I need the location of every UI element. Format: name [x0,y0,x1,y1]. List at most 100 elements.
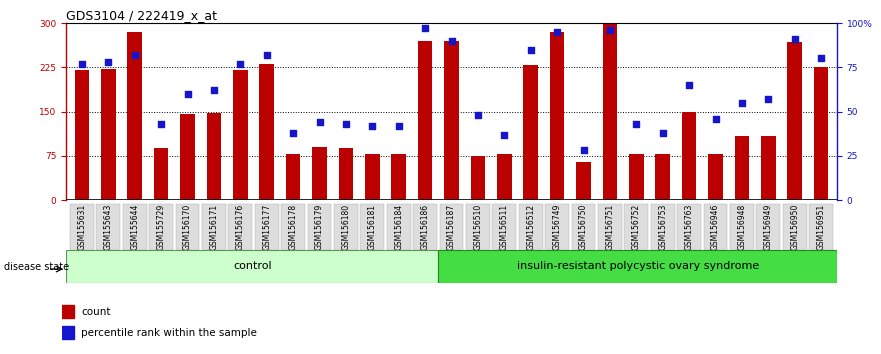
Text: GSM156176: GSM156176 [236,204,245,250]
Bar [814,67,828,200]
Point [629,121,643,127]
Bar [338,148,353,200]
FancyBboxPatch shape [66,250,439,283]
FancyBboxPatch shape [466,204,490,250]
Text: GSM156187: GSM156187 [447,204,456,250]
Bar [655,154,670,200]
Text: insulin-resistant polycystic ovary syndrome: insulin-resistant polycystic ovary syndr… [516,261,759,272]
Text: GSM156510: GSM156510 [473,204,483,250]
Text: GSM156751: GSM156751 [605,204,614,250]
Text: GSM156179: GSM156179 [315,204,324,250]
FancyBboxPatch shape [70,204,93,250]
FancyBboxPatch shape [149,204,173,250]
FancyBboxPatch shape [492,204,516,250]
Text: GSM156181: GSM156181 [367,204,377,250]
Bar [101,69,115,200]
Point [101,59,115,65]
Text: GSM155643: GSM155643 [104,204,113,250]
Bar [154,148,168,200]
Bar [523,65,538,200]
FancyBboxPatch shape [122,204,146,250]
Point [392,123,406,129]
Bar [603,24,618,200]
Point [523,47,537,52]
FancyBboxPatch shape [96,204,120,250]
Point [339,121,353,127]
FancyBboxPatch shape [307,204,331,250]
FancyBboxPatch shape [387,204,411,250]
FancyBboxPatch shape [783,204,807,250]
Point [814,56,828,61]
FancyBboxPatch shape [598,204,622,250]
FancyBboxPatch shape [413,204,437,250]
Text: GSM156752: GSM156752 [632,204,640,250]
Point [181,91,195,97]
FancyBboxPatch shape [545,204,569,250]
Point [260,52,274,58]
Bar [128,32,142,200]
Point [128,52,142,58]
Text: GSM156186: GSM156186 [420,204,430,250]
Text: GSM156512: GSM156512 [526,204,536,250]
Text: GSM156763: GSM156763 [685,204,693,250]
Bar [312,147,327,200]
FancyBboxPatch shape [202,204,226,250]
Point [708,116,722,121]
Text: GSM155631: GSM155631 [78,204,86,250]
FancyBboxPatch shape [255,204,278,250]
Text: GSM155729: GSM155729 [157,204,166,250]
Text: GSM156951: GSM156951 [817,204,825,250]
Bar [497,154,512,200]
Bar [418,41,433,200]
Bar [708,154,722,200]
Text: GSM156950: GSM156950 [790,204,799,250]
Point [233,61,248,67]
Point [682,82,696,88]
Point [497,132,511,137]
Bar [576,162,591,200]
Text: GSM156948: GSM156948 [737,204,746,250]
Point [576,148,590,153]
Text: GSM156171: GSM156171 [210,204,218,250]
FancyBboxPatch shape [677,204,701,250]
Point [761,96,775,102]
FancyBboxPatch shape [757,204,781,250]
Bar [75,70,89,200]
FancyBboxPatch shape [439,250,837,283]
Bar [207,113,221,200]
Text: GSM156949: GSM156949 [764,204,773,250]
FancyBboxPatch shape [334,204,358,250]
FancyBboxPatch shape [281,204,305,250]
Text: count: count [81,307,111,317]
Point [207,87,221,93]
Bar [285,154,300,200]
Point [366,123,380,129]
Bar [444,41,459,200]
Bar [735,136,749,200]
Text: GSM156170: GSM156170 [183,204,192,250]
Text: GSM156946: GSM156946 [711,204,720,250]
Bar [470,156,485,200]
Point [788,36,802,42]
Bar [62,326,74,339]
Text: GSM156511: GSM156511 [500,204,509,250]
Bar [391,154,406,200]
Bar [365,154,380,200]
Text: GSM156750: GSM156750 [579,204,588,250]
FancyBboxPatch shape [730,204,754,250]
Point [470,112,485,118]
Text: disease state: disease state [4,262,70,272]
Point [154,121,168,127]
Text: GSM156180: GSM156180 [342,204,351,250]
FancyBboxPatch shape [519,204,543,250]
Text: GSM156178: GSM156178 [289,204,298,250]
Bar [761,136,775,200]
Bar [629,154,644,200]
Text: GSM156184: GSM156184 [394,204,403,250]
Point [286,130,300,136]
Point [75,61,89,67]
Text: GSM155644: GSM155644 [130,204,139,250]
Text: GSM156749: GSM156749 [552,204,561,250]
FancyBboxPatch shape [572,204,596,250]
Point [550,29,564,35]
